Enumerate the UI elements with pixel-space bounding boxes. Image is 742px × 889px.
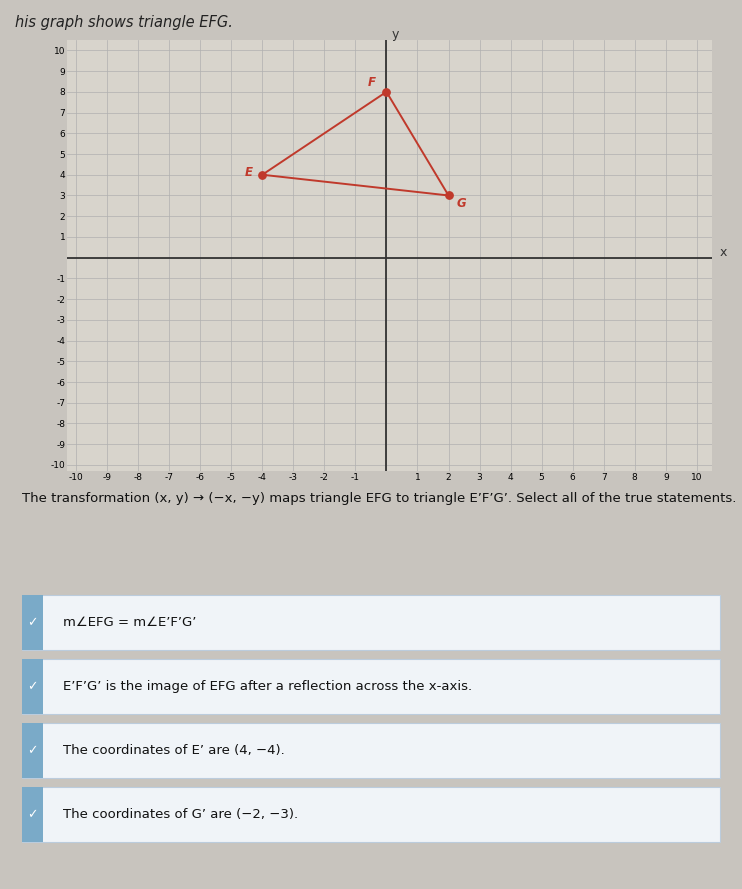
Text: E: E (245, 166, 253, 180)
FancyBboxPatch shape (22, 723, 720, 778)
Text: ✓: ✓ (27, 616, 38, 629)
FancyBboxPatch shape (22, 595, 720, 650)
Text: The coordinates of G’ are (−2, −3).: The coordinates of G’ are (−2, −3). (63, 808, 298, 821)
Bar (22, 595, 43, 650)
Point (381, 84, 393, 99)
Text: m∠EFG = m∠E’F’G’: m∠EFG = m∠E’F’G’ (63, 616, 197, 629)
Bar (22, 659, 43, 714)
Text: his graph shows triangle EFG.: his graph shows triangle EFG. (15, 15, 233, 30)
Text: The transformation (x, y) → (−x, −y) maps triangle EFG to triangle E’F’G’. Selec: The transformation (x, y) → (−x, −y) map… (22, 493, 737, 505)
Bar (22, 787, 43, 843)
Text: G: G (456, 196, 466, 210)
Text: ✓: ✓ (27, 680, 38, 693)
Bar (22, 723, 43, 778)
Point (257, 168, 269, 182)
Text: F: F (367, 76, 375, 89)
Text: y: y (392, 28, 399, 41)
Text: The coordinates of E’ are (4, −4).: The coordinates of E’ are (4, −4). (63, 744, 285, 757)
Text: ✓: ✓ (27, 744, 38, 757)
Text: x: x (720, 246, 727, 259)
Text: E’F’G’ is the image of EFG after a reflection across the x-axis.: E’F’G’ is the image of EFG after a refle… (63, 680, 472, 693)
Text: ✓: ✓ (27, 808, 38, 821)
FancyBboxPatch shape (22, 659, 720, 714)
FancyBboxPatch shape (22, 787, 720, 843)
Point (442, 188, 454, 203)
